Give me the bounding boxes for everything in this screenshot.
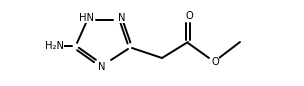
Text: O: O — [185, 11, 193, 21]
Text: N: N — [118, 13, 126, 23]
Text: HN: HN — [80, 13, 95, 23]
Text: H₂N: H₂N — [44, 41, 64, 51]
Text: O: O — [211, 57, 219, 67]
Text: N: N — [98, 62, 106, 72]
